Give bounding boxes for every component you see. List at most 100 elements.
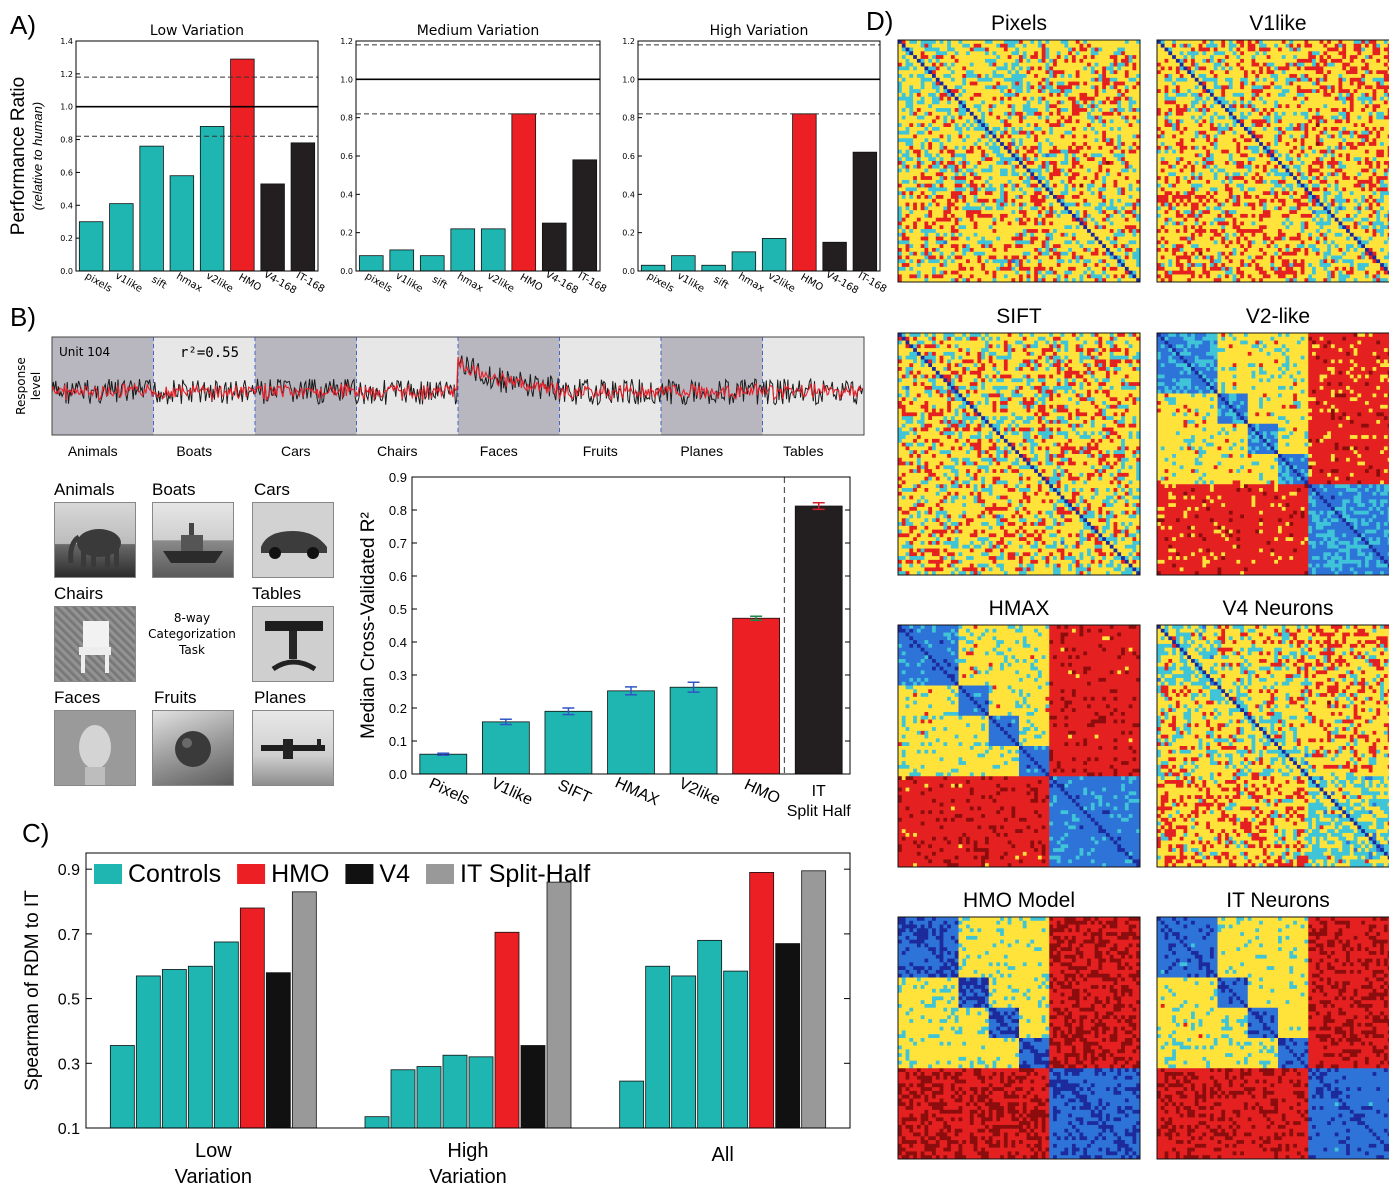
heatmap-cell	[1136, 278, 1141, 283]
heatmap-cell	[969, 157, 975, 162]
heatmap-cell	[947, 164, 952, 169]
heatmap-cell	[1136, 217, 1141, 222]
heatmap-cell	[1015, 164, 1020, 169]
heatmap-cell	[1240, 51, 1245, 56]
heatmap-cell	[1228, 58, 1234, 64]
heatmap-cell	[1037, 206, 1043, 211]
heatmap-cell	[1075, 213, 1080, 219]
heatmap-cell	[916, 187, 922, 192]
heatmap-cell	[1175, 66, 1181, 71]
heatmap-cell	[950, 89, 956, 94]
y-tick-label: 0.8	[340, 114, 353, 123]
heatmap-cell	[1102, 145, 1107, 151]
heatmap-cell	[996, 195, 1001, 200]
y-tick-label: 0.9	[389, 470, 407, 485]
heatmap-cell	[935, 157, 940, 162]
heatmap-cell	[1049, 213, 1054, 219]
heatmap-cell	[1109, 108, 1114, 113]
heatmap-cell	[924, 191, 929, 196]
heatmap-cell	[1376, 43, 1381, 48]
heatmap-cell	[981, 81, 986, 86]
heatmap-cell	[947, 244, 952, 249]
heatmap-cell	[1132, 240, 1137, 245]
heatmap-cell	[1071, 179, 1077, 185]
heatmap-cell	[1041, 270, 1046, 275]
heatmap-cell	[1136, 115, 1141, 120]
heatmap-cell	[962, 240, 967, 245]
heatmap-cell	[969, 210, 975, 215]
heatmap-cell	[1270, 47, 1275, 52]
heatmap-cell	[1030, 115, 1035, 120]
heatmap-cell	[1079, 247, 1084, 253]
heatmap-cell	[1121, 172, 1126, 177]
heatmap-cell	[1262, 47, 1268, 52]
heatmap-cell	[954, 149, 959, 154]
heatmap-cell	[1011, 176, 1016, 181]
heatmap-cell	[1034, 183, 1039, 188]
heatmap-cell	[1194, 47, 1199, 52]
heatmap-cell	[932, 255, 937, 260]
heatmap-cell	[1357, 58, 1362, 64]
heatmap-cell	[977, 232, 982, 238]
heatmap-cell	[1232, 40, 1237, 45]
heatmap-cell	[988, 77, 993, 82]
heatmap-cell	[1049, 236, 1054, 241]
heatmap-cell	[1083, 85, 1088, 90]
heatmap-cell	[916, 225, 922, 230]
heatmap-cell	[901, 255, 906, 260]
heatmap-cell	[1102, 40, 1107, 45]
heatmap-cell	[954, 202, 959, 207]
heatmap-cell	[1034, 206, 1039, 211]
heatmap-cell	[1094, 126, 1099, 132]
heatmap-cell	[1236, 55, 1241, 60]
heatmap-cell	[1000, 255, 1005, 260]
heatmap-cell	[905, 259, 910, 264]
heatmap-cell	[1026, 138, 1031, 143]
heatmap-cell	[954, 119, 959, 124]
heatmap-cell	[1071, 217, 1077, 222]
heatmap-cell	[950, 130, 956, 135]
heatmap-cell	[1132, 236, 1137, 241]
heatmap-cell	[913, 161, 918, 166]
heatmap-cell	[981, 66, 986, 71]
heatmap-cell	[1124, 138, 1130, 143]
panel-label-a: A)	[10, 10, 36, 40]
heatmap-cell	[958, 191, 963, 196]
heatmap-cell	[1342, 66, 1347, 71]
heatmap-cell	[1175, 74, 1181, 79]
heatmap-cell	[898, 134, 903, 139]
heatmap-cell	[1003, 104, 1009, 109]
heatmap-cell	[913, 266, 918, 272]
heatmap-cell	[1304, 40, 1309, 45]
heatmap-cell	[920, 247, 925, 253]
heatmap-cell	[1056, 92, 1061, 98]
heatmap-cell	[905, 153, 910, 158]
heatmap-cell	[1319, 51, 1324, 56]
heatmap-cell	[898, 70, 903, 75]
heatmap-cell	[1075, 278, 1080, 283]
heatmap-cell	[973, 187, 978, 192]
heatmap-cell	[950, 100, 956, 105]
heatmap-cell	[958, 142, 963, 147]
heatmap-cell	[943, 62, 948, 67]
heatmap-cell	[1293, 51, 1298, 56]
heatmap-cell	[1037, 74, 1043, 79]
heatmap-cell	[916, 104, 922, 109]
heatmap-cell	[901, 108, 906, 113]
heatmap-cell	[924, 96, 929, 101]
heatmap-cell	[1026, 232, 1031, 238]
panel-label-c: C)	[22, 818, 49, 848]
heatmap-cell	[1289, 47, 1294, 52]
y-tick-label: 0.6	[60, 168, 73, 177]
heatmap-cell	[1124, 96, 1130, 101]
heatmap-cell	[954, 266, 959, 272]
heatmap-cell	[1128, 236, 1133, 241]
heatmap-cell	[1105, 149, 1111, 154]
heatmap-cell	[1136, 104, 1141, 109]
heatmap-cell	[920, 40, 925, 45]
heatmap-cell	[1041, 51, 1046, 56]
heatmap-cell	[939, 210, 944, 215]
heatmap-cell	[943, 81, 948, 86]
heatmap-cell	[988, 119, 993, 124]
heatmap-cell	[1109, 172, 1114, 177]
